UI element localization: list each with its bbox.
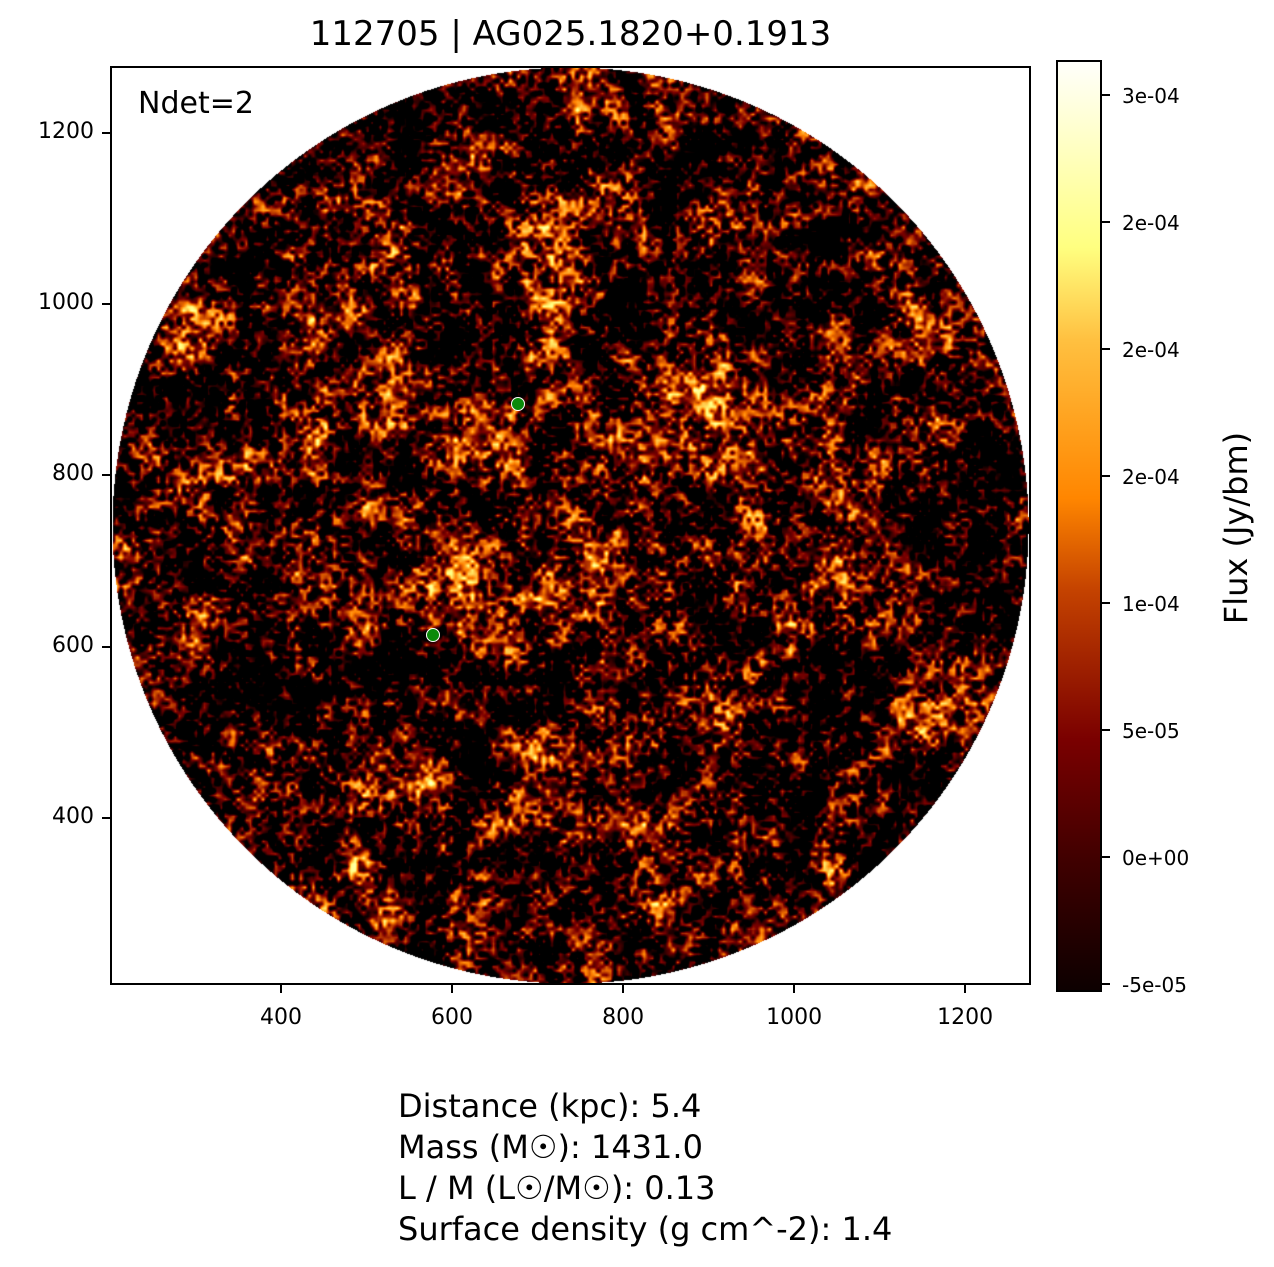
chart-title: 112705 | AG025.1820+0.1913 <box>309 14 832 54</box>
x-tick-label: 400 <box>260 1005 303 1030</box>
colorbar-tick-mark <box>1102 601 1110 604</box>
y-tick-mark <box>102 816 110 819</box>
y-tick-mark <box>102 645 110 648</box>
colorbar-tick-label: 2e-04 <box>1122 337 1180 362</box>
y-tick-label: 400 <box>52 803 94 829</box>
colorbar <box>1056 60 1102 992</box>
colorbar-tick-label: -5e-05 <box>1122 972 1187 997</box>
x-tick-mark <box>451 985 454 993</box>
info-panel: Distance (kpc): 5.4 Mass (M☉): 1431.0 L … <box>398 1086 892 1250</box>
y-tick-label: 1000 <box>38 290 94 316</box>
x-tick-label: 800 <box>602 1005 645 1030</box>
info-distance: Distance (kpc): 5.4 <box>398 1087 702 1125</box>
colorbar-tick-label: 5e-05 <box>1122 718 1180 743</box>
x-tick-label: 600 <box>431 1005 474 1030</box>
y-tick-label: 600 <box>52 632 94 658</box>
info-surface-density: Surface density (g cm^-2): 1.4 <box>398 1210 893 1248</box>
info-lm: L / M (L☉/M☉): 0.13 <box>398 1169 716 1207</box>
colorbar-tick-label: 0e+00 <box>1122 845 1190 870</box>
y-tick-mark <box>102 474 110 477</box>
colorbar-tick-mark <box>1102 855 1110 858</box>
x-tick-label: 1000 <box>766 1005 823 1030</box>
detection-marker <box>510 397 525 412</box>
ndet-annotation: Ndet=2 <box>138 86 254 121</box>
colorbar-tick-mark <box>1102 94 1110 97</box>
colorbar-label: Flux (Jy/bm) <box>1217 431 1255 625</box>
colorbar-tick-mark <box>1102 347 1110 350</box>
colorbar-tick-mark <box>1102 982 1110 985</box>
y-tick-mark <box>102 303 110 306</box>
x-tick-mark <box>622 985 625 993</box>
x-tick-label: 1200 <box>937 1005 994 1030</box>
colorbar-tick-label: 3e-04 <box>1122 84 1180 109</box>
detection-marker <box>426 627 441 642</box>
image-axes: Ndet=2 <box>110 66 1031 985</box>
info-mass: Mass (M☉): 1431.0 <box>398 1128 703 1166</box>
colorbar-tick-mark <box>1102 221 1110 223</box>
colorbar-tick-label: 2e-04 <box>1122 211 1180 235</box>
y-tick-label: 1200 <box>38 118 94 144</box>
colorbar-tick-label: 1e-04 <box>1122 591 1180 616</box>
flux-image <box>112 68 1029 983</box>
colorbar-tick-mark <box>1102 474 1110 477</box>
y-tick-mark <box>102 131 110 134</box>
x-tick-mark <box>964 985 967 993</box>
colorbar-tick-mark <box>1102 728 1110 731</box>
y-tick-label: 800 <box>52 461 94 487</box>
x-tick-mark <box>793 985 796 993</box>
colorbar-tick-label: 2e-04 <box>1122 464 1180 489</box>
x-tick-mark <box>280 985 283 993</box>
